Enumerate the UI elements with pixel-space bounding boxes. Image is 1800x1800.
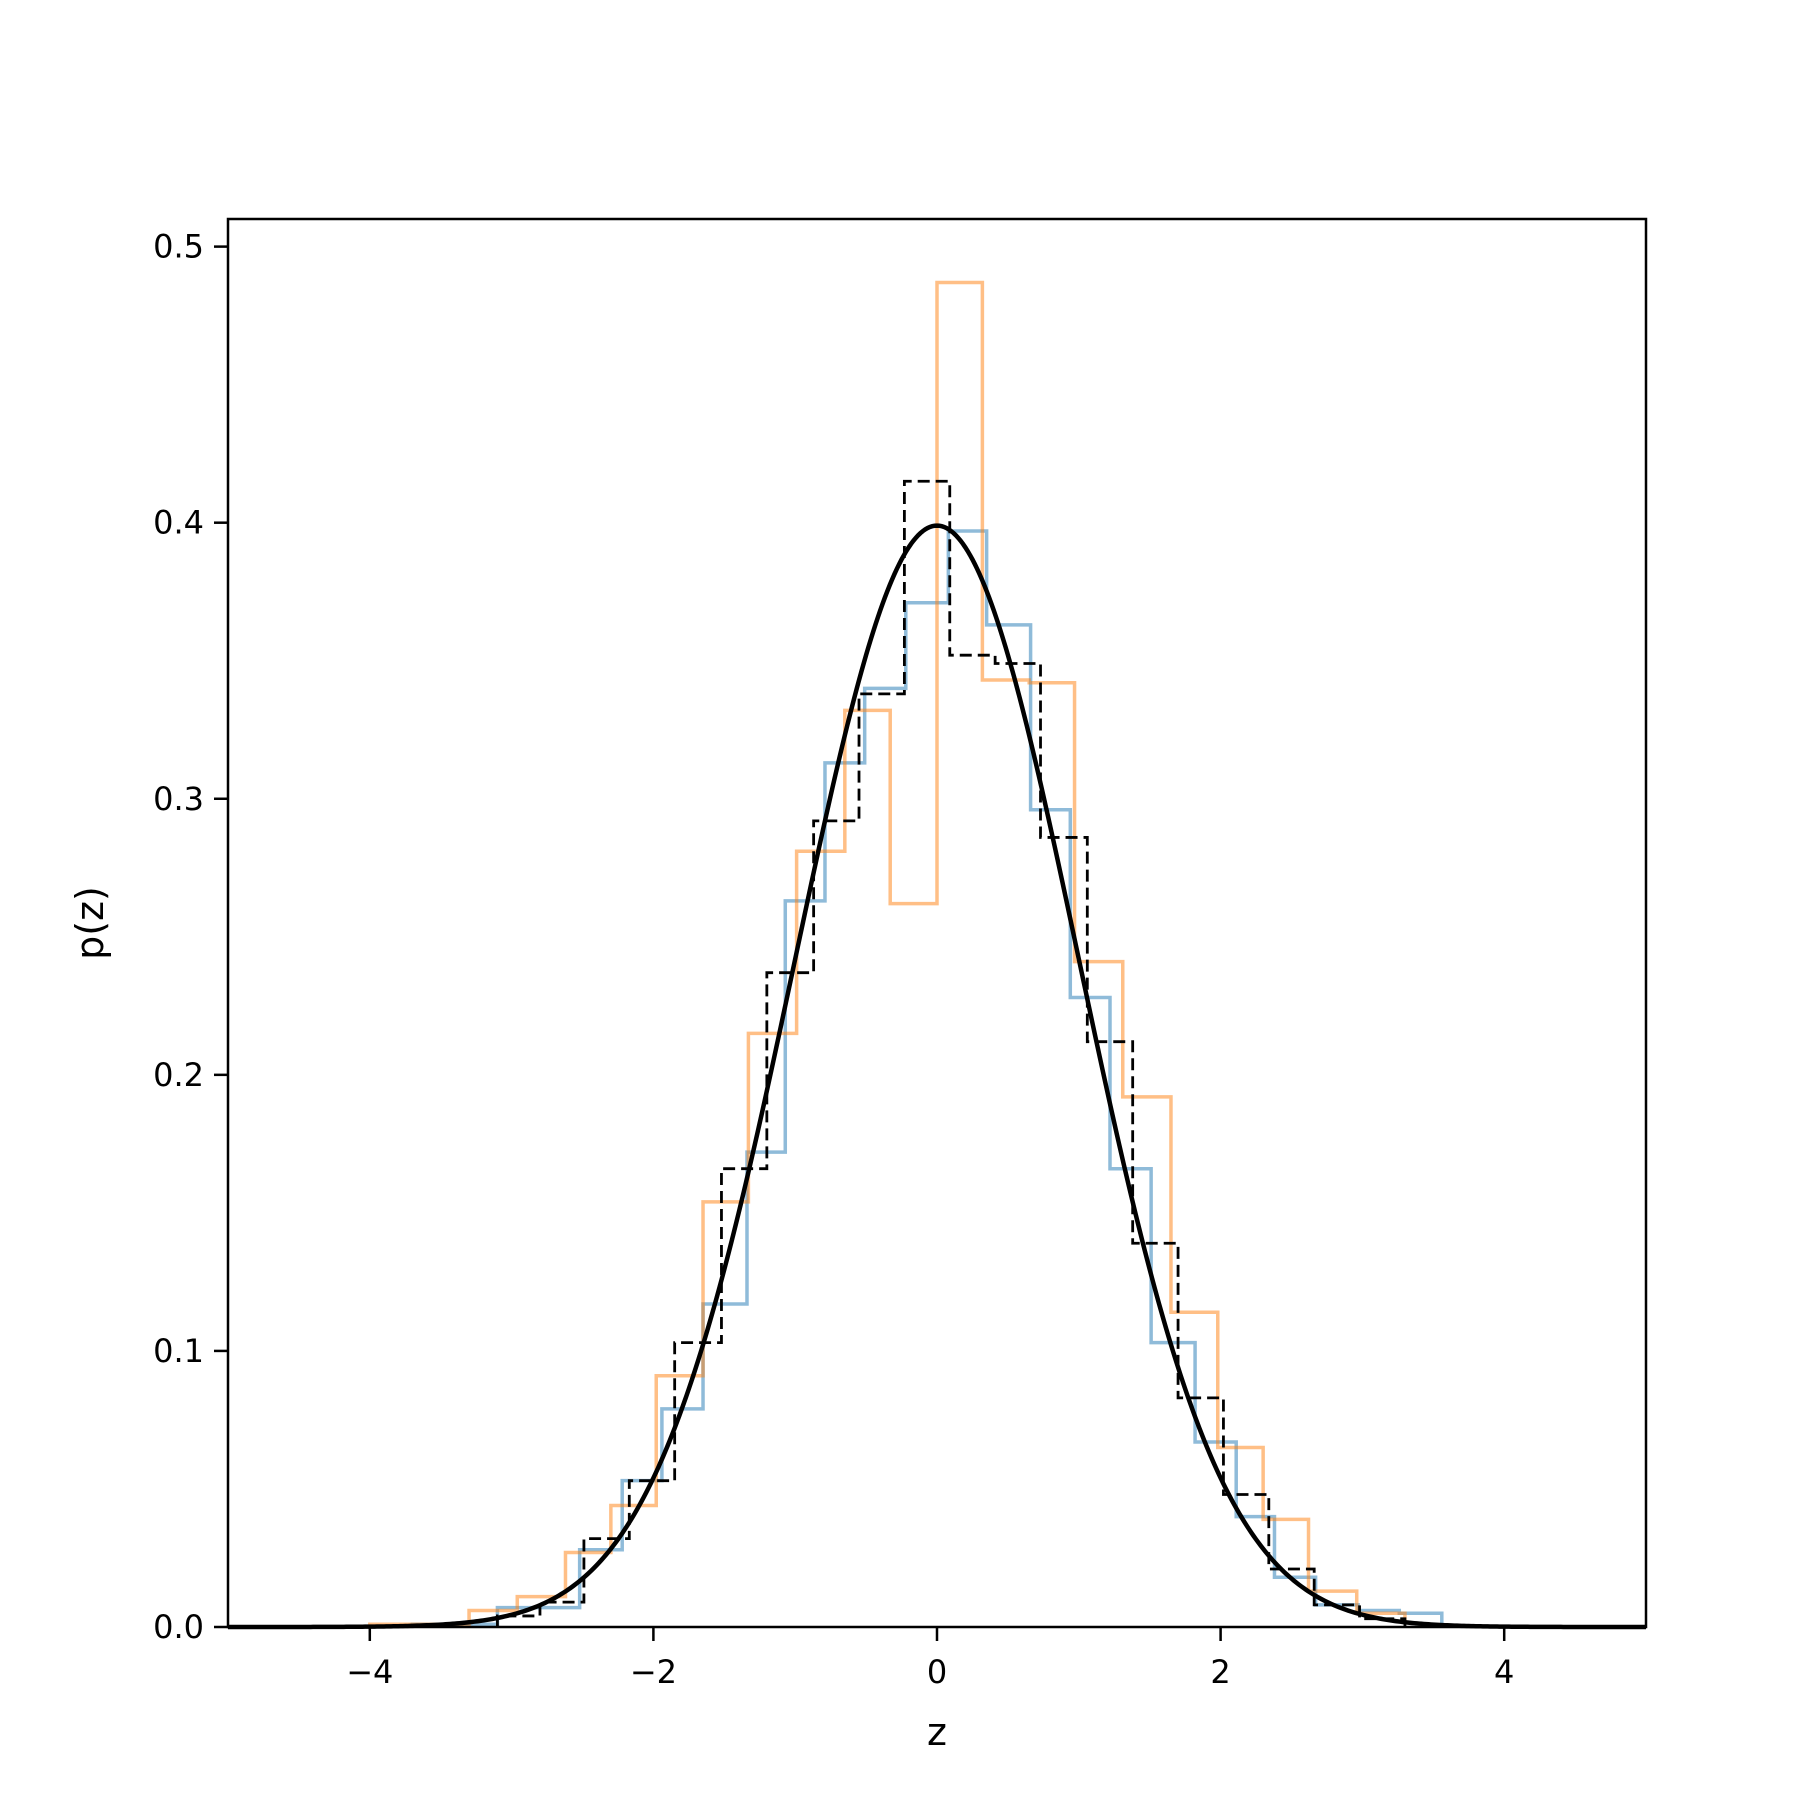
histogram-series-0 <box>410 529 1444 1627</box>
histogram-series-1 <box>368 280 1407 1627</box>
x-tick-label: −2 <box>630 1653 677 1691</box>
y-tick-label: 0.1 <box>153 1332 204 1370</box>
y-tick-label: 0.3 <box>153 780 204 818</box>
y-tick-label: 0.4 <box>153 504 204 542</box>
y-axis-label: p(z) <box>68 886 112 960</box>
x-tick-label: −4 <box>346 1653 393 1691</box>
x-axis-ticks: −4 −2 0 2 4 <box>346 1627 1514 1691</box>
series-layer <box>228 280 1646 1630</box>
x-tick-label: 2 <box>1210 1653 1230 1691</box>
x-axis-label: z <box>927 1710 947 1754</box>
y-tick-label: 0.2 <box>153 1056 204 1094</box>
y-axis-ticks: 0.0 0.1 0.2 0.3 0.4 0.5 <box>153 228 228 1646</box>
normal-pdf-curve <box>228 523 1646 1630</box>
y-tick-label: 0.0 <box>153 1608 204 1646</box>
y-tick-label: 0.5 <box>153 228 204 266</box>
histogram-series-2 <box>496 479 1407 1627</box>
x-tick-label: 4 <box>1494 1653 1514 1691</box>
plot-area <box>226 217 1648 1630</box>
x-tick-label: 0 <box>927 1653 947 1691</box>
